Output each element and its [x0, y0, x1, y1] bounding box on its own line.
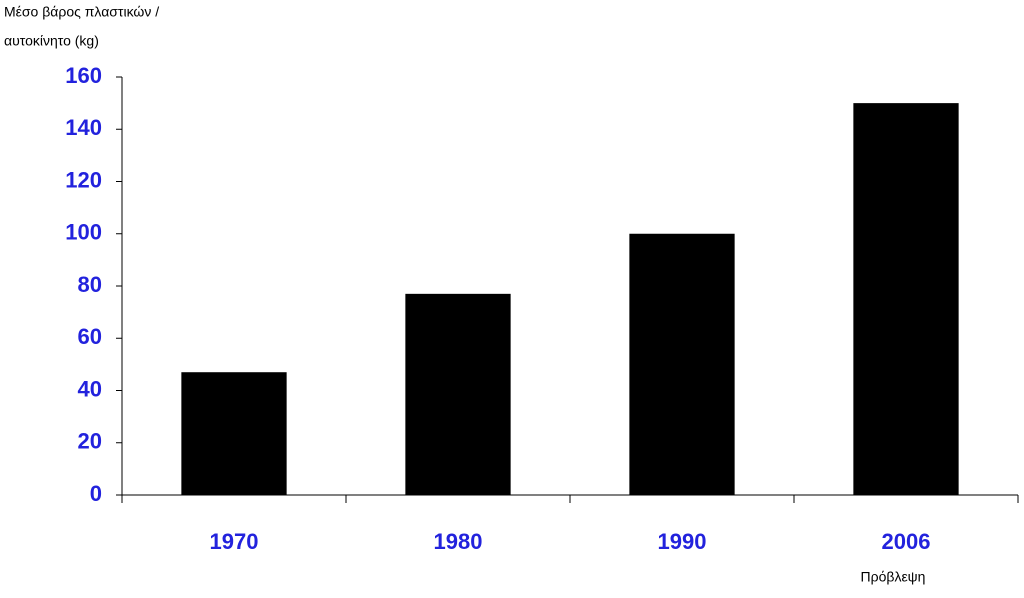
- y-tick-label: 40: [78, 376, 102, 401]
- y-tick-label: 140: [65, 115, 102, 140]
- x-tick-label: 1970: [210, 529, 259, 554]
- y-tick-label: 20: [78, 429, 102, 454]
- y-axis-label: Μέσο βάρος πλαστικών /: [4, 4, 159, 20]
- y-tick-label: 0: [90, 481, 102, 506]
- y-tick-label: 160: [65, 63, 102, 88]
- bar: [181, 372, 287, 495]
- annotation: Πρόβλεψη: [861, 569, 926, 585]
- y-tick-label: 100: [65, 220, 102, 245]
- x-tick-label: 1980: [434, 529, 483, 554]
- bar: [405, 293, 511, 495]
- bar: [853, 103, 959, 495]
- y-tick-label: 120: [65, 167, 102, 192]
- y-axis-label: αυτοκίνητο (kg): [4, 33, 99, 49]
- x-tick-label: 1990: [658, 529, 707, 554]
- y-tick-label: 80: [78, 272, 102, 297]
- x-tick-label: 2006: [882, 529, 931, 554]
- y-tick-label: 60: [78, 324, 102, 349]
- bar: [629, 233, 735, 495]
